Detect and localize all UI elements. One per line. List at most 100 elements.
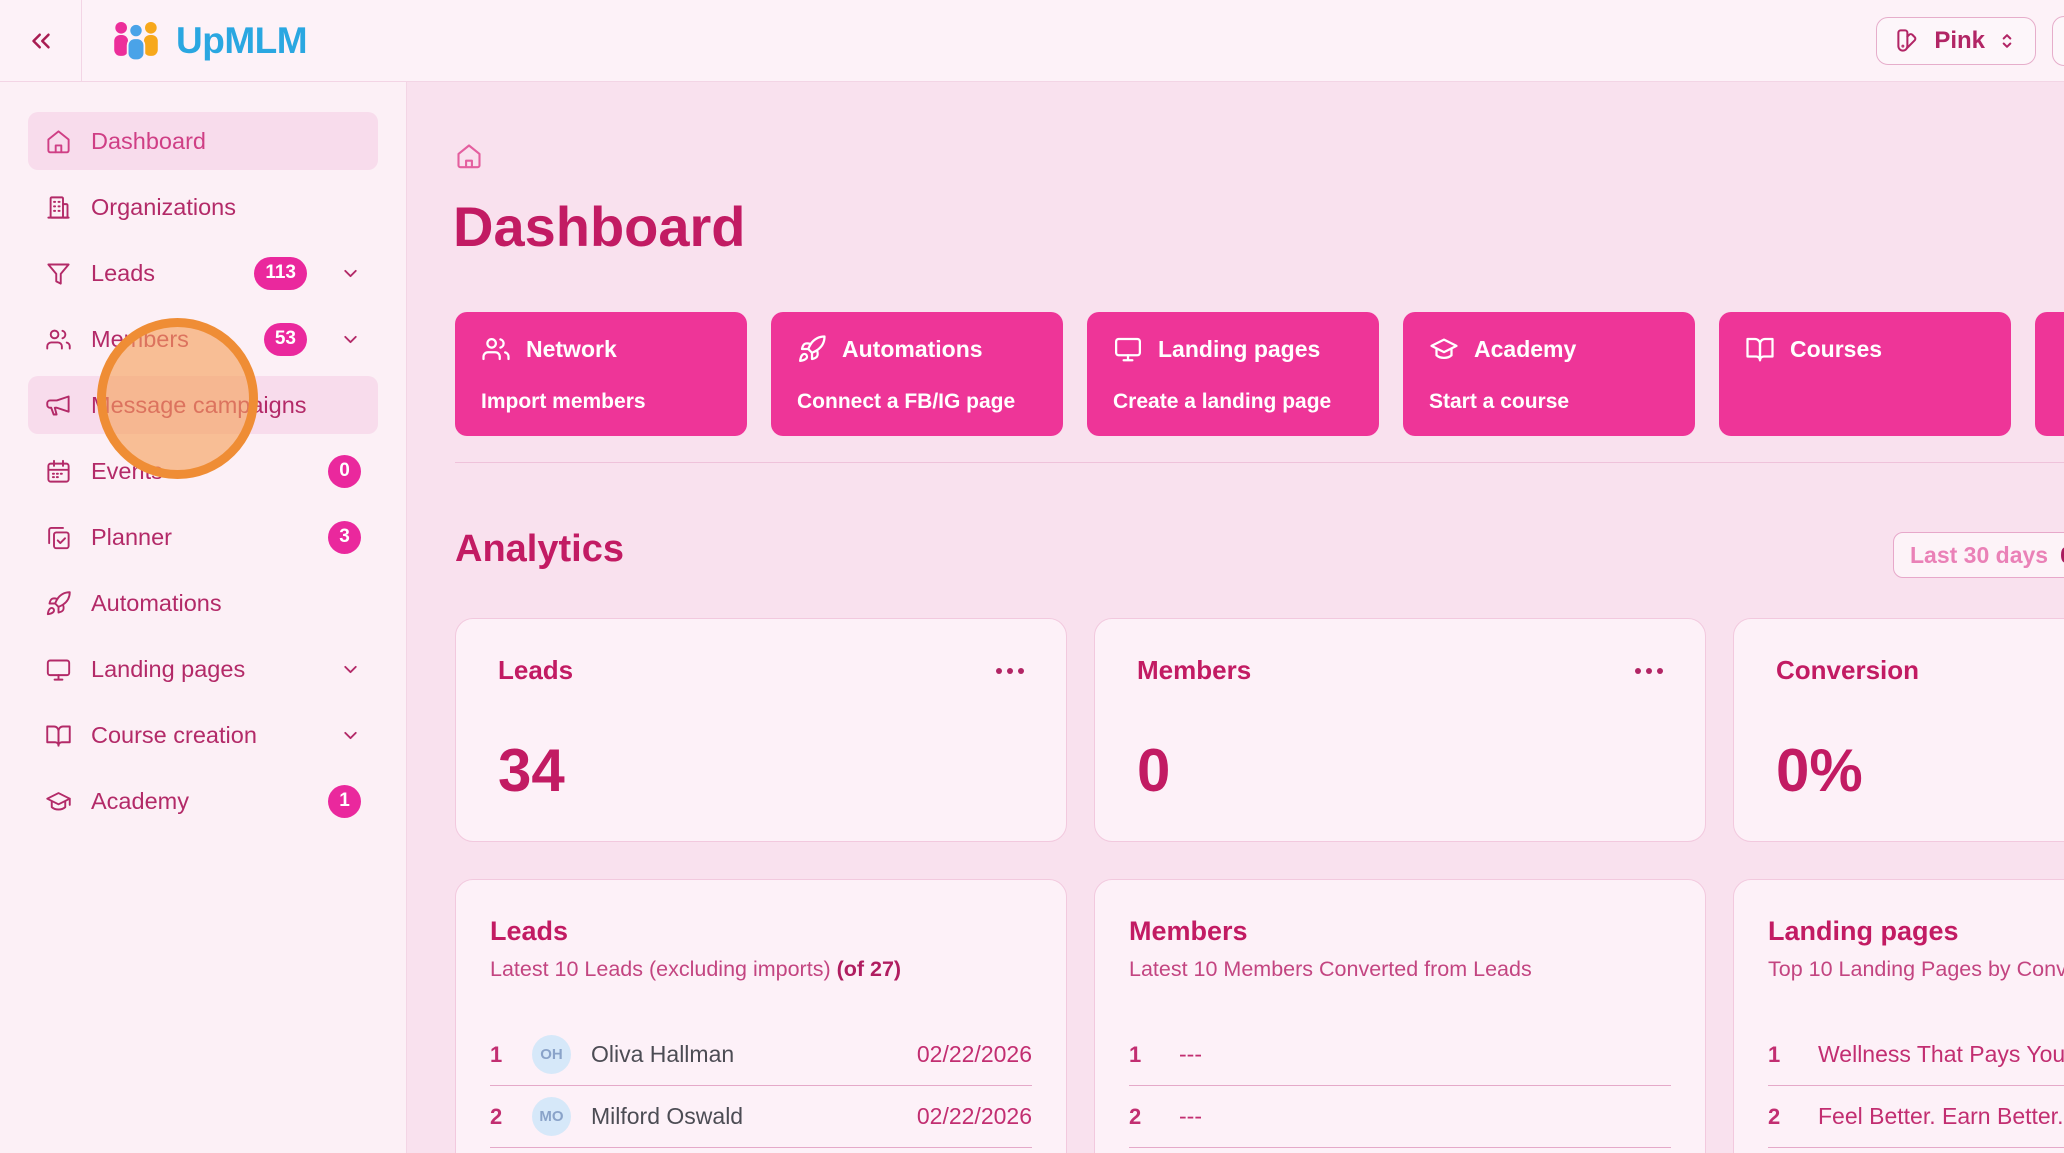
action-subtitle: Import members (481, 390, 721, 414)
leads-list-card: Leads Latest 10 Leads (excluding imports… (455, 879, 1067, 1153)
sidebar-item-course-creation[interactable]: Course creation (28, 706, 378, 764)
main-content: Dashboard Network Import members Automat… (408, 82, 2064, 1153)
list-item[interactable]: 2 Feel Better. Earn Better. (1768, 1086, 2064, 1148)
action-title: Courses (1790, 336, 1882, 363)
calendar-icon (45, 458, 72, 485)
theme-name-label: Pink (1934, 27, 1985, 55)
action-subtitle: Connect a FB/IG page (797, 390, 1037, 414)
avatar: OH (532, 1035, 571, 1074)
list-item[interactable]: 2 --- (1129, 1086, 1671, 1148)
stat-label: Conversion (1776, 655, 1919, 686)
sidebar-collapse-button[interactable] (0, 0, 82, 81)
sidebar-item-landing-pages[interactable]: Landing pages (28, 640, 378, 698)
list-title: Members (1129, 916, 1671, 947)
graduation-cap-icon (1429, 334, 1459, 364)
academy-count-badge: 1 (328, 785, 361, 818)
sidebar-item-label: Automations (91, 590, 222, 617)
more-menu-icon[interactable] (1635, 668, 1663, 674)
sidebar-nav: Dashboard Organizations Leads 113 Member… (0, 82, 407, 1153)
double-chevron-left-icon (26, 26, 56, 56)
sidebar-item-leads[interactable]: Leads 113 (28, 244, 378, 302)
top-header: UpMLM Pink (0, 0, 2064, 82)
quick-action-landing-pages[interactable]: Landing pages Create a landing page (1087, 312, 1379, 436)
lead-name: Oliva Hallman (591, 1041, 734, 1068)
date-range-filter[interactable]: Last 30 days 01/2 (1893, 532, 2064, 578)
planner-count-badge: 3 (328, 521, 361, 554)
sidebar-item-members[interactable]: Members 53 (28, 310, 378, 368)
stat-value: 0 (1137, 736, 1663, 805)
chevron-down-icon[interactable] (340, 263, 361, 284)
landing-page-name: Feel Better. Earn Better. (1818, 1103, 2063, 1130)
landing-pages-list-card: Landing pages Top 10 Landing Pages by Co… (1733, 879, 2064, 1153)
quick-action-network[interactable]: Network Import members (455, 312, 747, 436)
page-title: Dashboard (453, 194, 746, 259)
sidebar-item-label: Landing pages (91, 656, 245, 683)
stat-label: Members (1137, 655, 1251, 686)
action-title: Network (526, 336, 617, 363)
leads-count-badge: 113 (254, 257, 307, 290)
stat-label: Leads (498, 655, 573, 686)
list-item[interactable]: 1 Wellness That Pays You Back (1768, 1024, 2064, 1086)
action-title: Landing pages (1158, 336, 1320, 363)
date-range-value: 01/2 (2060, 542, 2064, 569)
list-item[interactable]: 2 MO Milford Oswald 02/22/2026 (490, 1086, 1032, 1148)
people-icon (481, 334, 511, 364)
chevron-down-icon[interactable] (340, 329, 361, 350)
sidebar-item-label: Members (91, 326, 189, 353)
logo-text: UpMLM (176, 20, 307, 62)
more-menu-icon[interactable] (996, 668, 1024, 674)
list-title: Landing pages (1768, 916, 2064, 947)
sidebar-item-label: Planner (91, 524, 172, 551)
quick-action-academy[interactable]: Academy Start a course (1403, 312, 1695, 436)
stat-card-members: Members 0 (1094, 618, 1706, 842)
palette-swatch-icon (1895, 27, 1922, 54)
theme-selector-button[interactable]: Pink (1876, 17, 2036, 65)
sidebar-item-academy[interactable]: Academy 1 (28, 772, 378, 830)
clipboard-check-icon (45, 524, 72, 551)
member-name: --- (1179, 1041, 1202, 1068)
action-subtitle: Start a course (1429, 390, 1669, 414)
row-index: 1 (1768, 1042, 1794, 1068)
landing-page-name: Wellness That Pays You Back (1818, 1041, 2064, 1068)
chevron-down-icon[interactable] (340, 725, 361, 746)
sidebar-item-planner[interactable]: Planner 3 (28, 508, 378, 566)
action-subtitle: Create a landing page (1113, 390, 1353, 414)
breadcrumb-home-icon[interactable] (455, 142, 483, 175)
analytics-stats-row: Leads 34 Members 0 Conversion 0% (455, 618, 2064, 842)
list-item[interactable]: 1 --- (1129, 1024, 1671, 1086)
action-title: Automations (842, 336, 983, 363)
row-index: 1 (490, 1042, 516, 1068)
chevron-up-down-icon (1997, 30, 2017, 52)
sidebar-item-label: Course creation (91, 722, 257, 749)
sidebar-item-dashboard[interactable]: Dashboard (28, 112, 378, 170)
quick-action-automations[interactable]: Automations Connect a FB/IG page (771, 312, 1063, 436)
avatar: MO (532, 1097, 571, 1136)
sidebar-item-message-campaigns[interactable]: Message campaigns (28, 376, 378, 434)
quick-action-partial[interactable] (2035, 312, 2064, 436)
rocket-icon (45, 590, 72, 617)
sidebar-item-label: Message campaigns (91, 392, 307, 419)
list-title: Leads (490, 916, 1032, 947)
row-index: 2 (490, 1104, 516, 1130)
sidebar-item-label: Leads (91, 260, 155, 287)
quick-action-courses[interactable]: Courses (1719, 312, 2011, 436)
building-icon (45, 194, 72, 221)
sidebar-item-automations[interactable]: Automations (28, 574, 378, 632)
sidebar-item-organizations[interactable]: Organizations (28, 178, 378, 236)
list-item[interactable]: 1 OH Oliva Hallman 02/22/2026 (490, 1024, 1032, 1086)
graduation-cap-icon (45, 788, 72, 815)
members-count-badge: 53 (264, 323, 307, 356)
lead-date: 02/22/2026 (917, 1103, 1032, 1130)
section-divider (455, 462, 2064, 463)
row-index: 1 (1129, 1042, 1155, 1068)
monitor-icon (1113, 334, 1143, 364)
home-icon (45, 128, 72, 155)
sidebar-item-events[interactable]: Events 0 (28, 442, 378, 500)
lead-date: 02/22/2026 (917, 1041, 1032, 1068)
list-subtitle: Latest 10 Leads (excluding imports) (of … (490, 957, 1032, 982)
header-secondary-button[interactable] (2052, 16, 2064, 66)
app-logo[interactable]: UpMLM (110, 19, 307, 63)
quick-actions-row: Network Import members Automations Conne… (455, 312, 2064, 436)
open-book-icon (1745, 334, 1775, 364)
chevron-down-icon[interactable] (340, 659, 361, 680)
